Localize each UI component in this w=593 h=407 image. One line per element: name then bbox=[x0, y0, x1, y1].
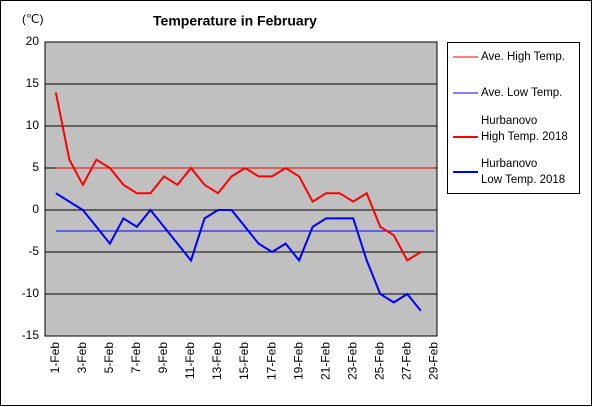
legend-label: Ave. High Temp. bbox=[481, 51, 565, 63]
legend-box bbox=[447, 42, 580, 194]
y-tick-label: 15 bbox=[26, 76, 40, 90]
y-tick-label: -5 bbox=[28, 244, 39, 258]
legend-label: Hurbanovo High Temp. 2018 bbox=[481, 115, 568, 143]
x-tick-label: 23-Feb bbox=[345, 342, 359, 380]
x-tick-label: 29-Feb bbox=[426, 342, 440, 380]
plot-area bbox=[44, 41, 438, 337]
y-tick-label: -15 bbox=[22, 328, 40, 342]
legend-label: Ave. Low Temp. bbox=[481, 87, 563, 99]
x-tick-label: 25-Feb bbox=[372, 342, 386, 380]
y-tick-label: 0 bbox=[32, 202, 39, 216]
series-line bbox=[55, 192, 422, 312]
x-tick-label: 17-Feb bbox=[264, 342, 278, 380]
x-tick-label: 7-Feb bbox=[129, 342, 143, 374]
y-tick-label: 10 bbox=[26, 118, 40, 132]
y-tick-label: -10 bbox=[22, 286, 40, 300]
x-tick-label: 21-Feb bbox=[318, 342, 332, 380]
x-tick-label: 11-Feb bbox=[183, 342, 197, 379]
x-tick-label: 15-Feb bbox=[237, 342, 251, 380]
x-tick-label: 19-Feb bbox=[291, 342, 305, 380]
x-tick-label: 5-Feb bbox=[102, 342, 116, 374]
y-tick-label: 20 bbox=[26, 34, 40, 48]
legend-label: Hurbanovo Low Temp. 2018 bbox=[481, 158, 566, 186]
unit-label: (℃) bbox=[22, 12, 43, 26]
chart-title: Temperature in February bbox=[153, 13, 317, 29]
x-tick-label: 27-Feb bbox=[399, 342, 413, 380]
x-tick-label: 1-Feb bbox=[48, 342, 62, 374]
y-tick-label: 5 bbox=[32, 160, 39, 174]
x-tick-label: 13-Feb bbox=[210, 342, 224, 380]
x-tick-label: 3-Feb bbox=[75, 342, 89, 374]
x-tick-label: 9-Feb bbox=[156, 342, 170, 374]
series-line bbox=[54, 92, 422, 262]
